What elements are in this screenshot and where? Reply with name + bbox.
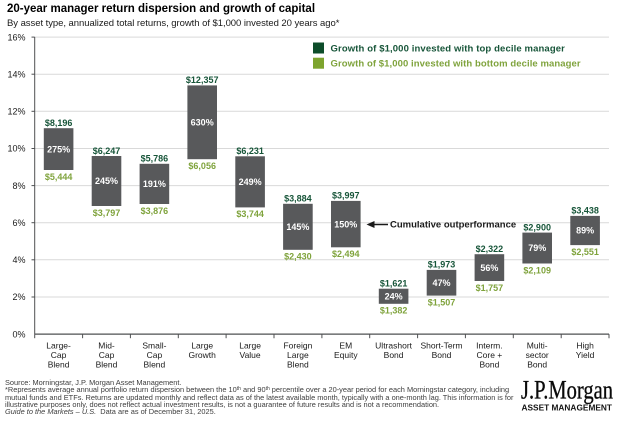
svg-text:$1,382: $1,382 <box>380 306 408 316</box>
svg-text:$3,438: $3,438 <box>571 206 599 216</box>
svg-text:$2,494: $2,494 <box>332 249 360 259</box>
svg-text:Bond: Bond <box>384 350 404 360</box>
svg-text:$6,231: $6,231 <box>236 146 264 156</box>
svg-text:Multi-: Multi- <box>527 341 548 351</box>
svg-text:Blend: Blend <box>144 360 166 370</box>
svg-text:Mid-: Mid- <box>98 341 115 351</box>
svg-text:$8,196: $8,196 <box>45 118 73 128</box>
svg-text:191%: 191% <box>143 179 166 189</box>
svg-text:Ultrashort: Ultrashort <box>375 341 412 351</box>
svg-text:4%: 4% <box>12 255 25 265</box>
svg-text:47%: 47% <box>432 278 450 288</box>
svg-text:$1,973: $1,973 <box>428 260 456 270</box>
svg-text:56%: 56% <box>480 263 498 273</box>
svg-text:10%: 10% <box>7 144 25 154</box>
svg-text:Growth: Growth <box>188 350 216 360</box>
svg-text:$2,900: $2,900 <box>523 222 551 232</box>
svg-text:$1,621: $1,621 <box>380 279 408 289</box>
svg-text:High: High <box>576 341 594 351</box>
svg-text:Short-Term: Short-Term <box>420 341 462 351</box>
svg-text:Core +: Core + <box>477 350 503 360</box>
svg-text:$5,444: $5,444 <box>45 172 73 182</box>
svg-text:sector: sector <box>526 350 549 360</box>
svg-text:Cap: Cap <box>147 350 163 360</box>
svg-text:$3,797: $3,797 <box>93 208 121 218</box>
svg-text:89%: 89% <box>576 226 594 236</box>
svg-text:$6,247: $6,247 <box>93 146 121 156</box>
svg-text:Large: Large <box>239 341 261 351</box>
svg-text:Foreign: Foreign <box>283 341 312 351</box>
svg-text:Blend: Blend <box>96 360 118 370</box>
svg-text:Large: Large <box>191 341 213 351</box>
svg-text:$3,744: $3,744 <box>236 209 264 219</box>
svg-text:2%: 2% <box>12 292 25 302</box>
svg-text:245%: 245% <box>95 176 118 186</box>
svg-text:150%: 150% <box>334 219 357 229</box>
svg-text:Small-: Small- <box>142 341 166 351</box>
svg-text:12%: 12% <box>7 107 25 117</box>
svg-text:6%: 6% <box>12 218 25 228</box>
svg-text:275%: 275% <box>47 144 70 154</box>
svg-text:8%: 8% <box>12 181 25 191</box>
svg-text:Blend: Blend <box>287 360 309 370</box>
svg-text:Growth of $1,000 invested with: Growth of $1,000 invested with top decil… <box>331 44 566 55</box>
svg-text:$1,507: $1,507 <box>428 297 456 307</box>
svg-text:24%: 24% <box>385 291 403 301</box>
svg-text:Interm.: Interm. <box>476 341 502 351</box>
svg-text:$5,786: $5,786 <box>141 154 169 164</box>
svg-text:16%: 16% <box>7 32 25 42</box>
svg-text:$3,884: $3,884 <box>284 194 312 204</box>
svg-text:$2,109: $2,109 <box>523 265 551 275</box>
svg-text:Growth of $1,000 invested with: Growth of $1,000 invested with bottom de… <box>331 59 581 70</box>
svg-text:Value: Value <box>240 350 261 360</box>
svg-text:Equity: Equity <box>334 350 358 360</box>
svg-text:$2,322: $2,322 <box>476 244 504 254</box>
svg-text:$3,997: $3,997 <box>332 191 360 201</box>
svg-text:J.P.Morgan: J.P.Morgan <box>521 375 613 404</box>
svg-text:Cap: Cap <box>51 350 67 360</box>
svg-text:Large: Large <box>287 350 309 360</box>
svg-text:79%: 79% <box>528 243 546 253</box>
svg-text:$6,056: $6,056 <box>188 161 216 171</box>
svg-text:249%: 249% <box>239 177 262 187</box>
svg-text:Bond: Bond <box>479 360 499 370</box>
svg-text:Cap: Cap <box>99 350 115 360</box>
svg-text:ASSET MANAGEMENT: ASSET MANAGEMENT <box>522 402 613 412</box>
svg-text:0%: 0% <box>12 329 25 339</box>
svg-text:$3,876: $3,876 <box>141 206 169 216</box>
svg-text:$12,357: $12,357 <box>186 75 219 85</box>
svg-text:$2,430: $2,430 <box>284 252 312 262</box>
svg-text:Bond: Bond <box>527 360 547 370</box>
svg-text:Blend: Blend <box>48 360 70 370</box>
svg-text:Cumulative outperformance: Cumulative outperformance <box>390 220 516 231</box>
svg-text:Bond: Bond <box>432 350 452 360</box>
svg-text:$1,757: $1,757 <box>476 283 504 293</box>
svg-text:630%: 630% <box>191 118 214 128</box>
svg-text:14%: 14% <box>7 69 25 79</box>
svg-text:Yield: Yield <box>576 350 595 360</box>
svg-text:Large-: Large- <box>46 341 71 351</box>
svg-text:$2,551: $2,551 <box>571 247 599 257</box>
svg-text:145%: 145% <box>286 222 309 232</box>
svg-text:EM: EM <box>339 341 352 351</box>
